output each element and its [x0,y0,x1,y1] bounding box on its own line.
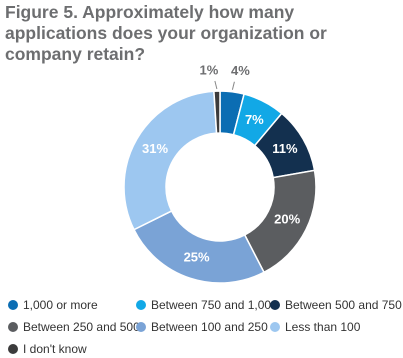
leader-line [214,80,218,90]
legend-label: 1,000 or more [23,298,98,312]
data-label: 25% [184,250,210,265]
data-label: 11% [272,141,298,156]
legend-label: Between 750 and 1,000 [151,298,278,312]
data-label: 20% [274,212,300,227]
leader-line [231,81,235,90]
data-label: 31% [142,141,168,156]
legend-label: Between 250 and 500 [23,320,140,334]
legend-marker [8,322,18,332]
legend-marker [8,300,18,310]
donut-slice [123,90,218,231]
chart-title: Figure 5. Approximately how many applica… [5,2,327,64]
donut-slice [213,90,221,134]
data-label: 7% [245,112,264,127]
legend-marker [270,300,280,310]
legend-label: Less than 100 [285,320,361,334]
legend-marker [136,300,146,310]
legend-marker [136,322,146,332]
data-label: 4% [231,63,250,78]
donut-slice [132,209,266,284]
legend-label: Between 500 and 750 [285,298,402,312]
legend-marker [8,344,18,354]
data-label: 1% [199,62,218,77]
legend-label: I don't know [23,342,87,356]
legend-marker [270,322,280,332]
legend-label: Between 100 and 250 [151,320,268,334]
